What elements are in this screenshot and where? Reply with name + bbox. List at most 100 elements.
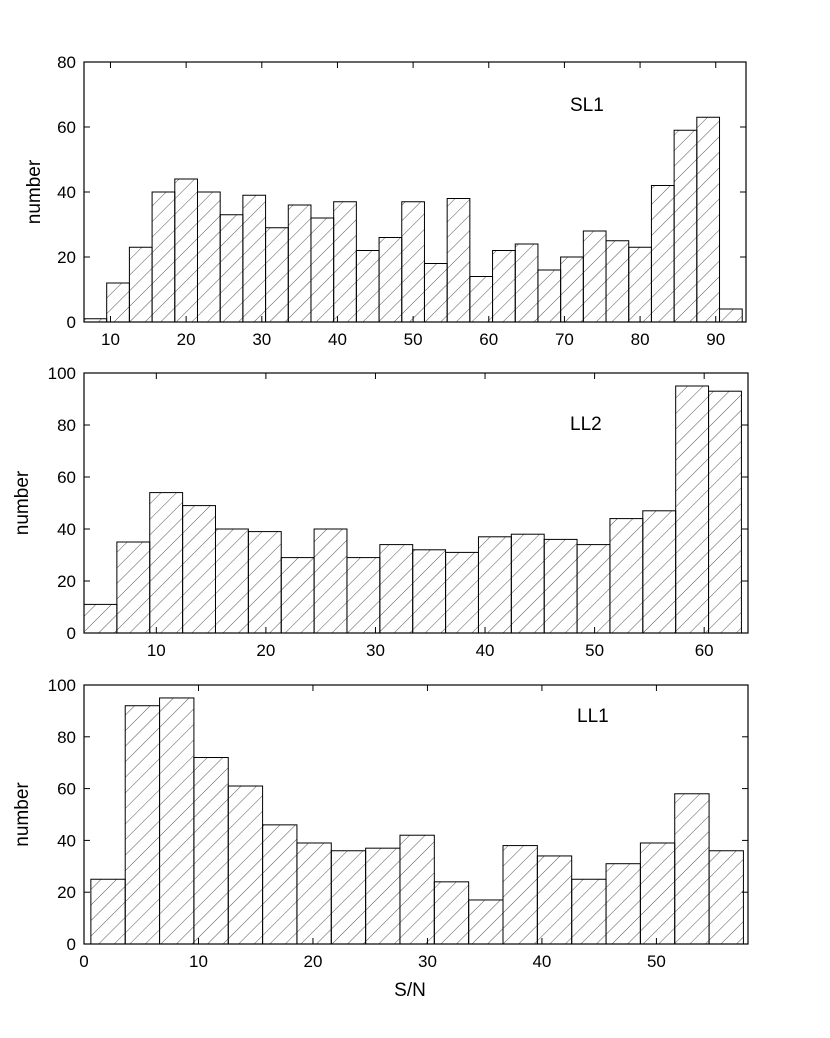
bar (151, 191, 176, 323)
panel-label: LL1 (577, 706, 609, 727)
bar (582, 230, 607, 323)
bars (83, 385, 742, 634)
panel-label: SL1 (570, 95, 604, 116)
x-tick-label: 0 (79, 952, 88, 971)
y-tick-label: 40 (57, 183, 76, 202)
bar (287, 204, 312, 323)
panel-ll2: 10 20 30 40 50 60 0 20 40 60 80 100 number LL2 (12, 364, 749, 660)
bar (174, 178, 198, 323)
y-axis-label: number (12, 470, 33, 535)
bar (696, 116, 721, 323)
bar (446, 198, 471, 323)
bar (265, 227, 289, 323)
bar (296, 842, 332, 945)
bar (313, 528, 348, 634)
bar (642, 510, 677, 634)
bar (412, 549, 447, 634)
y-tick-label: 80 (57, 53, 76, 72)
bars (90, 697, 744, 945)
y-tick-label: 60 (57, 780, 76, 799)
y-tick-label: 60 (57, 468, 76, 487)
y-axis-label: number (24, 159, 45, 224)
bar (193, 757, 229, 945)
panel-ll1: 0 10 20 30 40 50 0 20 40 60 80 100 number S/N LL1 (12, 676, 749, 1001)
bar (355, 250, 380, 323)
bar (90, 878, 126, 945)
y-tick-label: 100 (48, 364, 76, 383)
y-tick-label: 40 (57, 520, 76, 539)
x-tick-label: 40 (476, 641, 495, 660)
bar (445, 551, 479, 634)
y-tick-label: 20 (57, 572, 76, 591)
bars (83, 116, 743, 323)
bar (502, 845, 538, 945)
bar (674, 793, 710, 945)
bar (609, 518, 644, 634)
bar (605, 240, 630, 323)
bar (492, 250, 516, 323)
bar (423, 263, 448, 323)
bar (560, 256, 584, 323)
y-tick-label: 0 (67, 935, 76, 954)
bar (673, 129, 698, 323)
plot-frame (83, 372, 749, 634)
bar (346, 557, 381, 634)
x-tick-label: 30 (366, 641, 385, 660)
bar (379, 544, 414, 634)
x-tick-label: 50 (404, 330, 423, 349)
bar (219, 214, 244, 323)
bar (310, 217, 335, 323)
panel-label: LL2 (570, 414, 602, 435)
x-tick-label: 60 (695, 641, 714, 660)
bar (650, 185, 675, 323)
y-tick-label: 80 (57, 416, 76, 435)
bar (477, 536, 512, 634)
x-tick-label: 50 (585, 641, 604, 660)
y-tick-label: 20 (57, 883, 76, 902)
y-tick-label: 60 (57, 118, 76, 137)
bar (83, 603, 118, 634)
bar (708, 850, 744, 945)
panel-sl1: 10 20 30 40 50 60 70 80 90 0 20 40 60 80 number SL1 (24, 53, 747, 349)
y-tick-label: 80 (57, 728, 76, 747)
bar (365, 847, 401, 945)
y-tick-label: 40 (57, 831, 76, 850)
x-axis-label: S/N (394, 980, 426, 1001)
bar (280, 557, 315, 634)
bar (719, 308, 743, 323)
bar (399, 834, 435, 945)
x-tick-label: 10 (189, 952, 208, 971)
bar (401, 201, 425, 323)
bar (628, 246, 652, 323)
bar (333, 201, 357, 323)
y-tick-label: 20 (57, 248, 76, 267)
bar (639, 842, 676, 945)
x-tick-label: 20 (177, 330, 196, 349)
bar (536, 855, 573, 945)
bar (571, 878, 607, 945)
bar (468, 899, 504, 945)
bar (537, 269, 562, 323)
x-tick-label: 20 (256, 641, 275, 660)
bar (214, 528, 249, 634)
bar (128, 246, 153, 323)
bar (433, 881, 470, 945)
bar (576, 544, 611, 634)
x-tick-label: 20 (304, 952, 323, 971)
bar (514, 243, 539, 323)
bar (262, 824, 298, 945)
y-tick-label: 0 (67, 624, 76, 643)
x-tick-label: 50 (647, 952, 666, 971)
bar (116, 541, 151, 634)
plot-frame (83, 684, 749, 945)
bar (675, 385, 710, 634)
y-axis-label: number (12, 782, 33, 847)
bar (196, 191, 221, 323)
y-tick-label: 0 (67, 313, 76, 332)
bar (247, 531, 282, 634)
bar (510, 533, 545, 634)
x-tick-label: 70 (555, 330, 574, 349)
x-tick-label: 40 (328, 330, 347, 349)
bar (469, 276, 494, 323)
